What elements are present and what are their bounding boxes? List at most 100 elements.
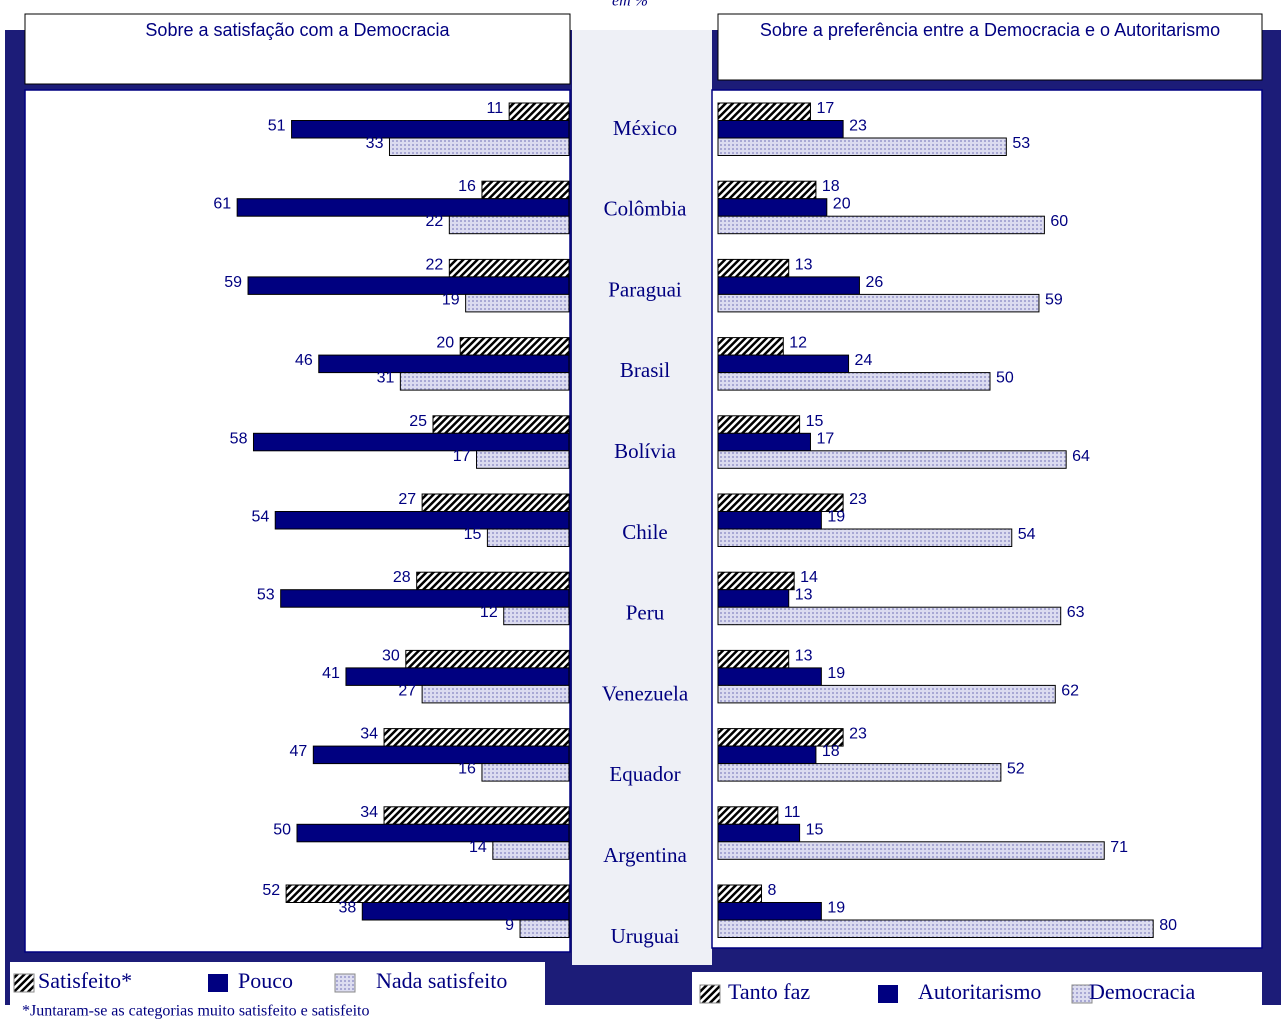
bar	[421, 493, 570, 512]
value-label: 58	[230, 430, 248, 447]
bar	[717, 372, 991, 391]
category-label: Venezuela	[602, 681, 689, 705]
value-label: 23	[849, 726, 867, 743]
category-label: Peru	[626, 601, 665, 625]
value-label: 16	[458, 761, 476, 778]
value-label: 24	[855, 352, 873, 369]
value-label: 11	[487, 100, 504, 117]
category-label: Equador	[609, 762, 680, 786]
bar	[717, 589, 790, 608]
value-label: 33	[366, 135, 384, 152]
value-label: 28	[393, 569, 411, 586]
legend-label: Tanto faz	[728, 979, 810, 1004]
value-label: 47	[290, 743, 308, 760]
value-label: 34	[360, 726, 378, 743]
value-label: 38	[338, 899, 356, 916]
value-label: 52	[262, 882, 280, 899]
bar	[717, 902, 822, 921]
value-label: 27	[398, 682, 416, 699]
value-label: 22	[426, 256, 444, 273]
bar	[717, 354, 850, 374]
bar	[361, 902, 570, 921]
value-label: 15	[806, 821, 824, 838]
bar	[296, 823, 570, 843]
category-label: México	[613, 116, 677, 140]
category-label: Paraguai	[608, 277, 682, 301]
value-label: 22	[426, 213, 444, 230]
bar	[717, 415, 801, 434]
bar	[236, 198, 570, 217]
legend-swatch	[13, 973, 35, 993]
value-label: 23	[849, 491, 867, 508]
bar	[519, 919, 570, 938]
value-label: 80	[1159, 917, 1177, 934]
bar	[717, 528, 1013, 547]
value-label: 51	[268, 117, 286, 134]
bar	[492, 841, 570, 860]
bar	[717, 884, 763, 903]
value-label: 59	[224, 274, 242, 291]
value-label: 17	[816, 100, 834, 117]
value-label: 18	[822, 178, 840, 195]
legend-label: Pouco	[238, 968, 293, 993]
value-label: 13	[795, 647, 813, 664]
bar	[247, 276, 570, 295]
category-label: Chile	[622, 520, 668, 544]
value-label: 27	[398, 491, 416, 508]
legend-swatch	[334, 973, 356, 993]
bar	[459, 337, 570, 356]
value-label: 12	[789, 335, 807, 352]
value-label: 52	[1007, 761, 1025, 778]
value-label: 50	[996, 370, 1014, 387]
right-title: Sobre a preferência entre a Democracia e…	[759, 20, 1221, 40]
value-label: 53	[257, 587, 275, 604]
value-label: 19	[442, 291, 460, 308]
bar	[717, 511, 822, 530]
value-label: 19	[827, 665, 845, 682]
left-title-wrap: Sobre a satisfação com a Democracia	[145, 20, 449, 40]
value-label: 61	[213, 196, 231, 213]
bar	[476, 450, 570, 469]
subtitle: em %	[612, 0, 648, 10]
bar	[432, 415, 570, 434]
bar	[717, 763, 1002, 782]
value-label: 16	[458, 178, 476, 195]
value-label: 17	[453, 448, 471, 465]
bar	[503, 606, 570, 626]
bar	[717, 180, 817, 200]
legend-swatch	[878, 985, 898, 1003]
value-label: 62	[1061, 682, 1079, 699]
right-title-wrap: Sobre a preferência entre a Democracia e…	[759, 20, 1221, 40]
bar	[388, 137, 570, 156]
bar	[717, 102, 811, 121]
legend-swatch	[1071, 984, 1093, 1004]
value-label: 26	[865, 274, 883, 291]
value-label: 59	[1045, 291, 1063, 308]
value-label: 19	[827, 899, 845, 916]
left-legend-box	[10, 962, 545, 1024]
bar	[717, 137, 1007, 156]
legend-label: Nada satisfeito	[376, 968, 507, 993]
bar	[717, 667, 822, 686]
bar	[717, 571, 795, 591]
category-label: Bolívia	[614, 439, 677, 463]
value-label: 63	[1067, 604, 1085, 621]
value-label: 14	[469, 839, 487, 856]
category-label: Argentina	[603, 843, 687, 867]
bar	[291, 120, 570, 139]
legend-swatch	[208, 974, 228, 992]
bar	[717, 684, 1056, 704]
bar	[717, 745, 817, 765]
value-label: 46	[295, 352, 313, 369]
value-label: 25	[409, 413, 427, 430]
bar	[399, 372, 570, 391]
value-label: 11	[784, 804, 801, 821]
category-label: Colômbia	[604, 197, 688, 221]
value-label: 30	[382, 647, 400, 664]
bar	[717, 293, 1040, 313]
bar	[717, 215, 1045, 235]
bar	[717, 276, 860, 295]
bar	[481, 763, 570, 782]
value-label: 12	[480, 604, 498, 621]
value-label: 50	[273, 821, 291, 838]
